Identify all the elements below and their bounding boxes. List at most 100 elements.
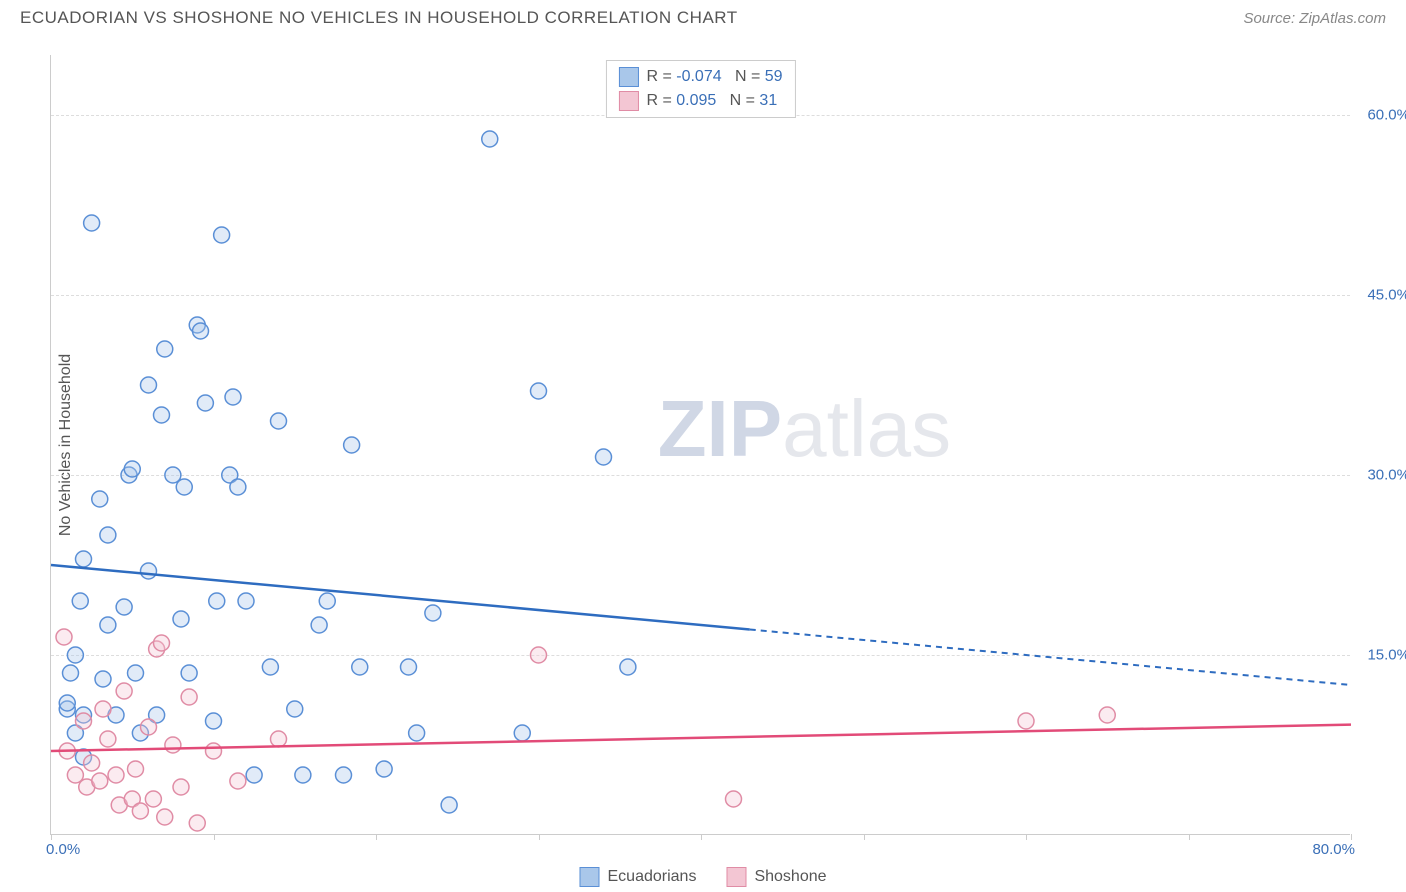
x-tick — [1351, 834, 1352, 840]
scatter-point — [154, 635, 170, 651]
x-tick — [1026, 834, 1027, 840]
stat-legend-row: R = 0.095 N = 31 — [618, 89, 782, 113]
y-tick-label: 45.0% — [1355, 287, 1406, 304]
scatter-point — [189, 815, 205, 831]
x-axis-max-label: 80.0% — [1312, 841, 1355, 858]
scatter-point — [141, 377, 157, 393]
scatter-point — [173, 611, 189, 627]
scatter-point — [401, 659, 417, 675]
x-tick — [214, 834, 215, 840]
trend-line-dashed — [750, 630, 1351, 686]
scatter-point — [271, 731, 287, 747]
stat-legend-text: R = 0.095 N = 31 — [646, 89, 777, 113]
scatter-point — [124, 461, 140, 477]
legend-swatch — [726, 867, 746, 887]
scatter-point — [620, 659, 636, 675]
legend-swatch — [579, 867, 599, 887]
scatter-point — [311, 617, 327, 633]
series-legend-item: Ecuadorians — [579, 867, 696, 887]
scatter-point — [596, 449, 612, 465]
scatter-point — [295, 767, 311, 783]
x-tick — [376, 834, 377, 840]
scatter-point — [128, 665, 144, 681]
scatter-point — [116, 683, 132, 699]
series-legend-label: Shoshone — [754, 868, 826, 886]
scatter-point — [56, 629, 72, 645]
scatter-point — [181, 689, 197, 705]
scatter-point — [425, 605, 441, 621]
scatter-point — [531, 647, 547, 663]
scatter-point — [238, 593, 254, 609]
scatter-point — [95, 701, 111, 717]
scatter-point — [209, 593, 225, 609]
scatter-point — [482, 131, 498, 147]
x-tick — [539, 834, 540, 840]
scatter-point — [336, 767, 352, 783]
scatter-point — [214, 227, 230, 243]
scatter-point — [92, 491, 108, 507]
source-attribution: Source: ZipAtlas.com — [1243, 10, 1386, 27]
legend-swatch — [618, 67, 638, 87]
scatter-point — [154, 407, 170, 423]
scatter-point — [76, 551, 92, 567]
trend-line-solid — [51, 725, 1351, 751]
scatter-point — [230, 773, 246, 789]
scatter-point — [132, 803, 148, 819]
scatter-point — [181, 665, 197, 681]
scatter-point — [100, 731, 116, 747]
scatter-point — [726, 791, 742, 807]
scatter-point — [352, 659, 368, 675]
y-tick-label: 30.0% — [1355, 467, 1406, 484]
scatter-point — [108, 767, 124, 783]
scatter-point — [1099, 707, 1115, 723]
scatter-point — [409, 725, 425, 741]
series-legend-item: Shoshone — [726, 867, 826, 887]
scatter-point — [225, 389, 241, 405]
scatter-point — [67, 647, 83, 663]
scatter-point — [441, 797, 457, 813]
scatter-point — [59, 695, 75, 711]
scatter-point — [514, 725, 530, 741]
legend-swatch — [618, 91, 638, 111]
scatter-point — [271, 413, 287, 429]
scatter-point — [176, 479, 192, 495]
scatter-point — [319, 593, 335, 609]
scatter-point — [376, 761, 392, 777]
scatter-point — [193, 323, 209, 339]
scatter-point — [173, 779, 189, 795]
y-tick-label: 60.0% — [1355, 107, 1406, 124]
scatter-point — [531, 383, 547, 399]
stat-legend-text: R = -0.074 N = 59 — [646, 65, 782, 89]
scatter-point — [157, 809, 173, 825]
scatter-point — [141, 563, 157, 579]
trend-line-solid — [51, 565, 750, 630]
x-tick — [701, 834, 702, 840]
series-legend-label: Ecuadorians — [607, 868, 696, 886]
scatter-point — [287, 701, 303, 717]
x-tick — [864, 834, 865, 840]
scatter-point — [128, 761, 144, 777]
scatter-point — [246, 767, 262, 783]
scatter-point — [197, 395, 213, 411]
scatter-point — [92, 773, 108, 789]
scatter-point — [72, 593, 88, 609]
scatter-point — [145, 791, 161, 807]
scatter-point — [84, 755, 100, 771]
scatter-point — [76, 713, 92, 729]
x-axis-min-label: 0.0% — [46, 841, 80, 858]
scatter-point — [141, 719, 157, 735]
scatter-point — [100, 617, 116, 633]
scatter-point — [84, 215, 100, 231]
series-legend: Ecuadorians Shoshone — [579, 867, 826, 887]
scatter-plot-svg — [51, 55, 1350, 834]
scatter-point — [100, 527, 116, 543]
scatter-point — [63, 665, 79, 681]
x-tick — [51, 834, 52, 840]
scatter-point — [230, 479, 246, 495]
chart-plot-area: No Vehicles in Household 15.0%30.0%45.0%… — [50, 55, 1350, 835]
chart-title: ECUADORIAN VS SHOSHONE NO VEHICLES IN HO… — [20, 8, 738, 28]
x-tick — [1189, 834, 1190, 840]
scatter-point — [95, 671, 111, 687]
scatter-point — [344, 437, 360, 453]
scatter-point — [206, 713, 222, 729]
